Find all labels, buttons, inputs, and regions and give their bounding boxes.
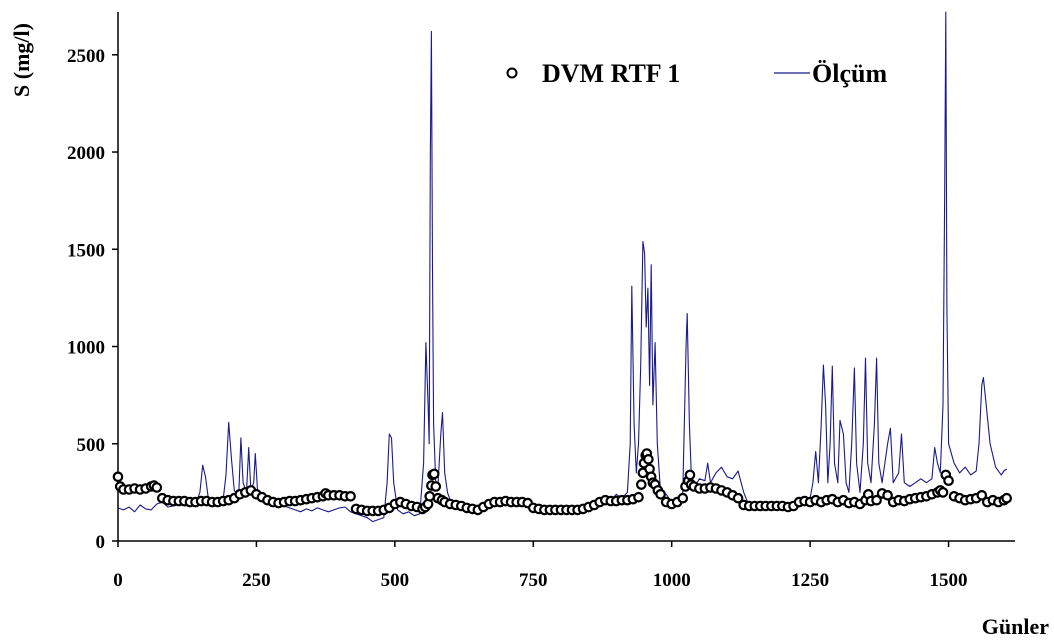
y-tick-label: 2500 [67, 46, 105, 67]
x-tick-label: 500 [381, 570, 410, 591]
dvm-rtf-1-point [151, 482, 163, 493]
olcum-line [117, 11, 1008, 523]
x-tick-label: 0 [113, 570, 123, 591]
dvm-rtf-1-point [882, 489, 893, 501]
dvm-rtf-1-point [428, 468, 440, 480]
dvm-rtf-1-point [871, 494, 882, 506]
y-tick-label: 500 [77, 435, 106, 456]
x-tick-label: 1250 [791, 570, 829, 591]
x-tick-label: 1500 [930, 570, 968, 591]
dvm-rtf-1-point [677, 492, 689, 504]
dvm-rtf-1-point [643, 453, 654, 465]
y-axis-label: S (mg/l) [9, 23, 34, 97]
olcum-series [117, 11, 1008, 523]
legend-marker-dvm-rtf-1 [506, 67, 518, 79]
x-tick-label: 1000 [653, 570, 691, 591]
dvm-rtf-1-series [112, 448, 1012, 517]
tick-labels: 0 500 1000 1500 2000 2500 0 250 500 750 1000 1250 15… [67, 46, 968, 591]
dvm-rtf-1-point [976, 489, 988, 501]
y-tick-label: 1000 [67, 338, 105, 359]
y-tick-label: 0 [96, 532, 106, 553]
dvm-rtf-1-point [943, 475, 954, 486]
x-tick-label: 250 [242, 570, 271, 591]
dvm-rtf-1-point [684, 469, 696, 481]
dvm-rtf-1-point [635, 479, 647, 490]
dvm-rtf-1-point [424, 490, 435, 502]
x-tick-label: 750 [519, 570, 548, 591]
dvm-rtf-1-point [655, 488, 666, 500]
legend-label-olcum: Ölçüm [812, 59, 887, 88]
dvm-rtf-1-point [345, 490, 356, 502]
legend-label-dvm-rtf-1: DVM RTF 1 [542, 59, 680, 88]
x-axis-label: Günler [982, 614, 1049, 639]
dvm-rtf-1-point [112, 471, 124, 483]
axes [117, 12, 1015, 542]
y-tick-label: 1500 [67, 240, 105, 261]
legend: DVM RTF 1 Ölçüm [506, 59, 887, 88]
dvm-rtf-1-point [732, 492, 744, 504]
y-tick-label: 2000 [67, 143, 105, 164]
dvm-rtf-1-point [430, 481, 442, 492]
dvm-rtf-1-point [937, 487, 949, 498]
dvm-rtf-1-point [1001, 492, 1012, 504]
dvm-rtf-1-point [633, 491, 644, 503]
